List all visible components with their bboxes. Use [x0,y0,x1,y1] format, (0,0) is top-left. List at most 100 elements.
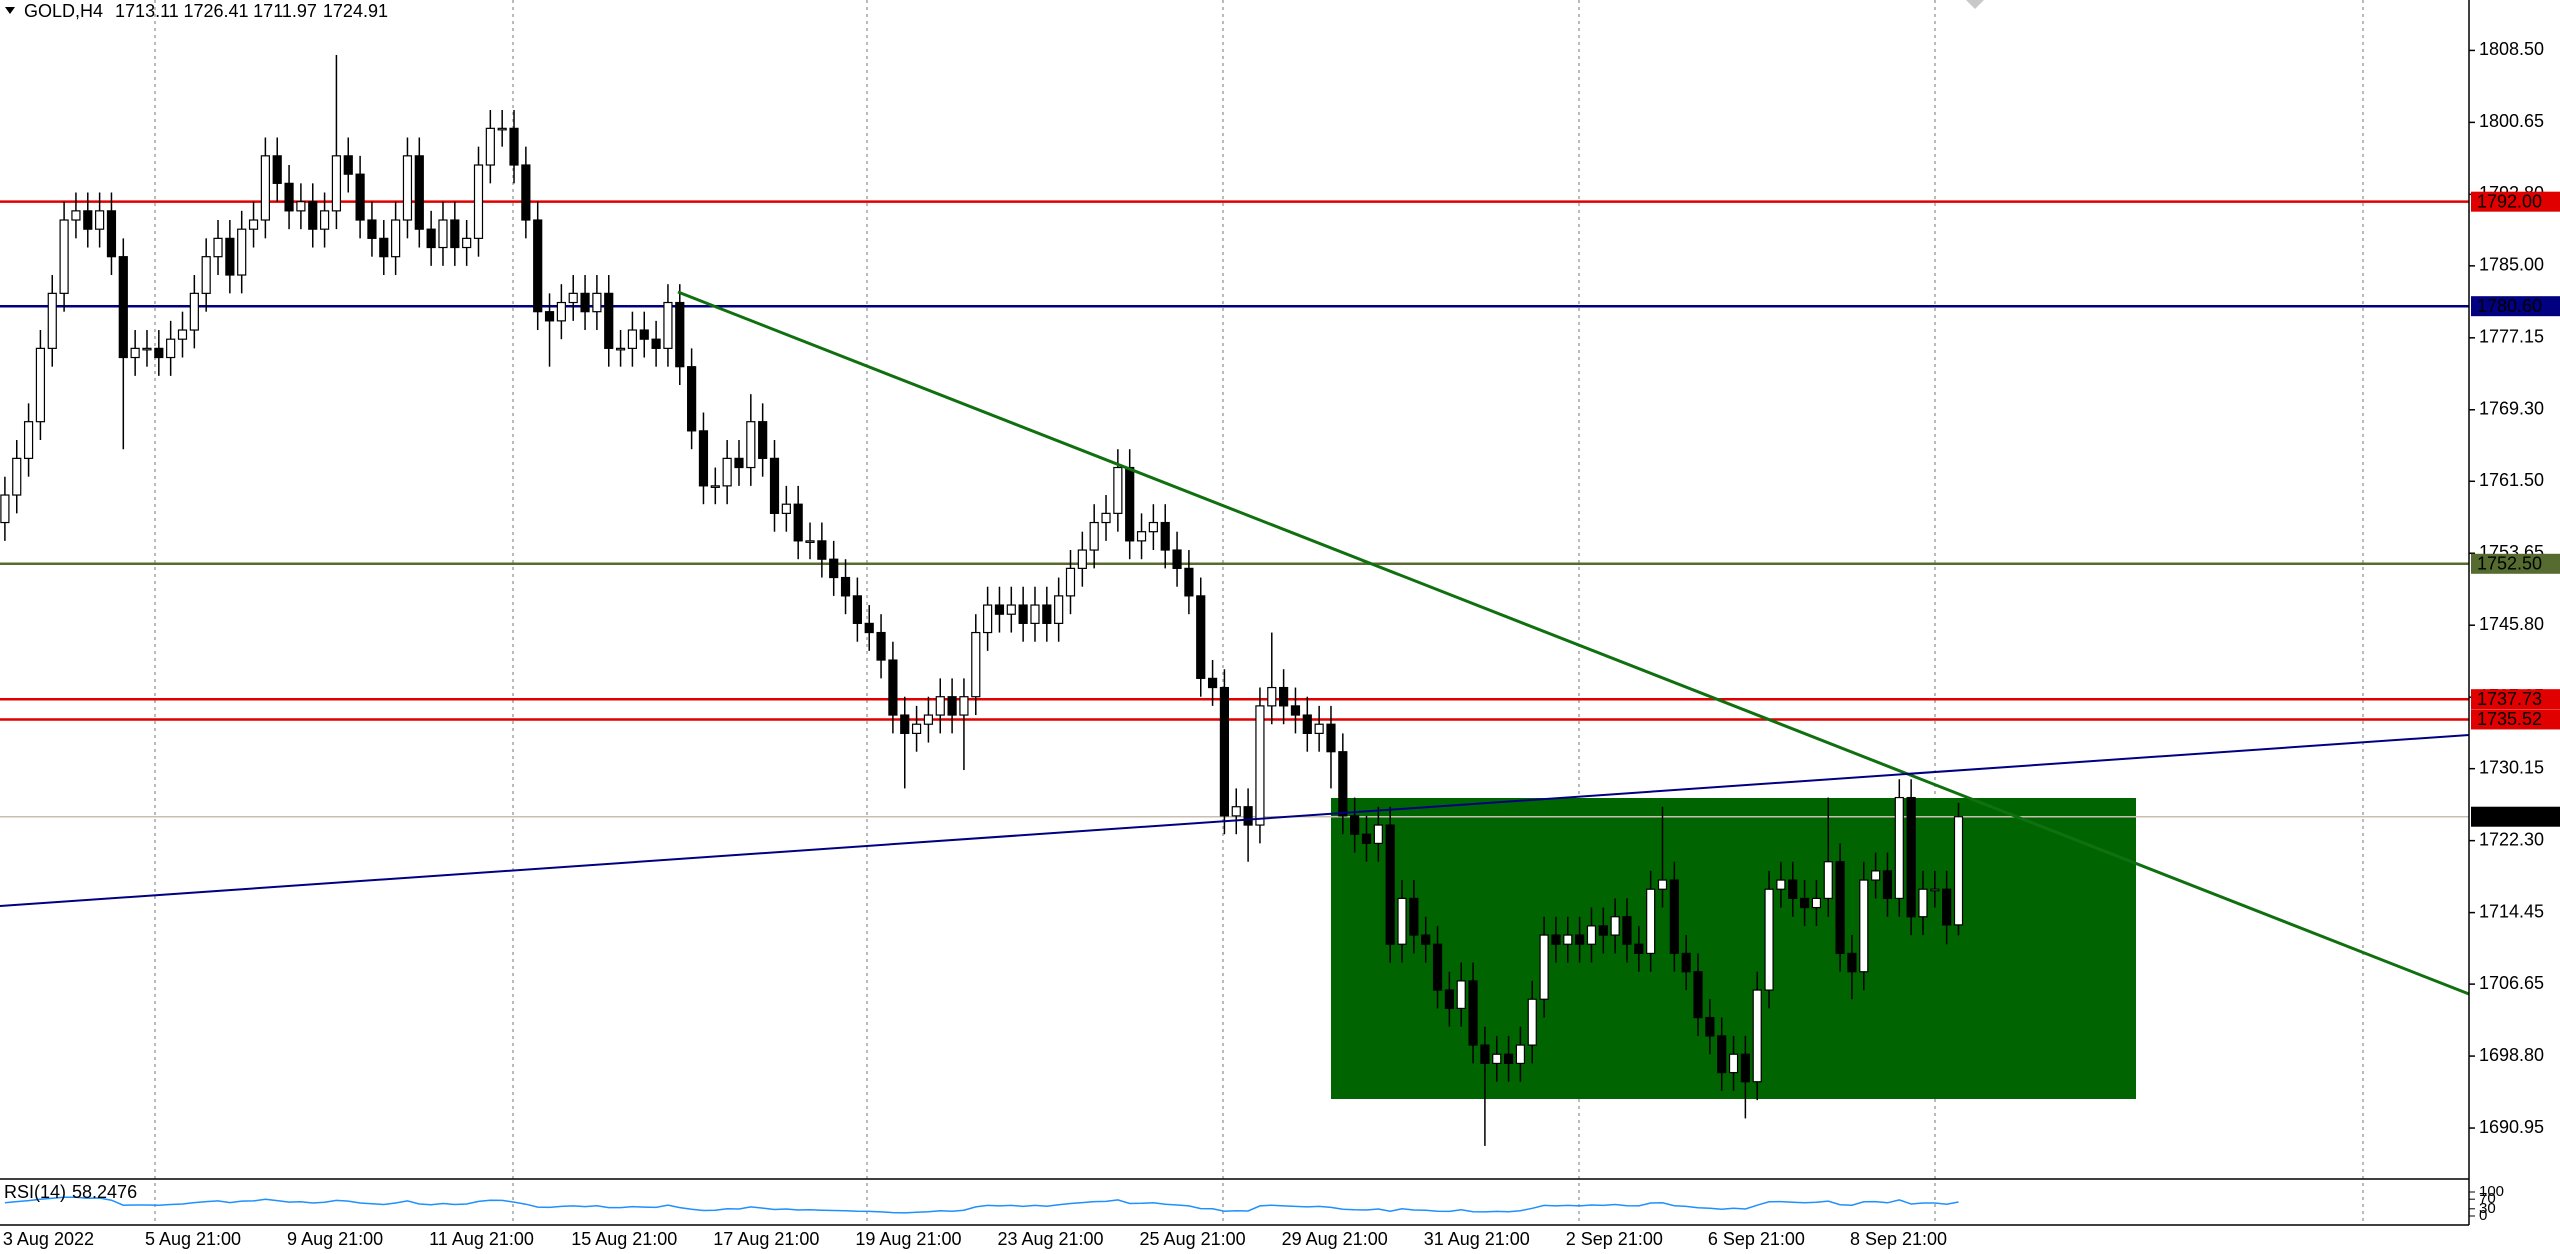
candle-body [1930,888,1940,892]
candle-body [391,219,401,258]
candle-body [1160,521,1170,551]
candle-body [1338,751,1348,817]
candle-body [1610,916,1620,936]
candle-body [367,219,377,239]
candle-body [414,155,424,230]
candle-body [935,696,945,716]
candle-body [1243,806,1253,826]
candle-body [308,201,318,230]
x-tick-label: 19 Aug 21:00 [855,1229,961,1249]
x-tick-label: 31 Aug 21:00 [1424,1229,1530,1249]
x-tick-label: 15 Aug 21:00 [571,1229,677,1249]
y-tick-label: 1690.95 [2479,1117,2544,1137]
candle-body [1942,888,1952,926]
candle-body [1421,934,1431,945]
y-tick-label: 1730.15 [2479,757,2544,777]
candle-body [1231,806,1241,817]
candle-body [1456,980,1466,1010]
candle-body [1361,833,1372,844]
symbol: GOLD,H4 [24,1,103,21]
candle-body [1669,879,1679,955]
candle-body [1255,705,1265,826]
rsi-tick-label: 30 [2479,1200,2496,1217]
candle-body [118,256,128,359]
candle-body [426,228,436,249]
candle-body [1776,879,1786,890]
trendline-down [677,290,2470,996]
candle-body [201,256,211,294]
x-tick-label: 5 Aug 21:00 [145,1229,241,1249]
candle-body [1717,1035,1727,1074]
candle-body [687,366,697,432]
candle-body [544,311,555,322]
candle-body [1042,604,1052,624]
candle-body [272,155,282,184]
candle-body [47,292,57,349]
price-label-bg [2471,806,2560,827]
candle-body [1030,604,1040,624]
candle-body [1859,879,1869,973]
candle-body [1575,934,1585,945]
candle-body [1148,521,1158,533]
y-tick-label: 1777.15 [2479,327,2544,347]
candle-body [509,127,519,166]
chart-header: GOLD,H4 1713.11 1726.41 1711.97 1724.91 [24,1,388,21]
candle-body [1136,531,1147,542]
x-tick-label: 8 Sep 21:00 [1850,1229,1947,1249]
candle-body [1006,604,1016,615]
candle-body [106,210,117,258]
candle-body [71,210,81,221]
candle-body [0,494,10,524]
candle-body [1385,824,1395,945]
candle-body [1681,952,1691,973]
candle-body [698,430,709,487]
candle-body [615,347,626,351]
rsi-value: 58.2476 [72,1182,137,1202]
candle-body [1054,595,1064,624]
marker [1966,0,1984,9]
y-tick-label: 1745.80 [2479,614,2544,634]
candle-body [1492,1053,1502,1065]
candle-body [1196,595,1206,679]
candle-body [568,292,578,304]
y-tick-label: 1706.65 [2479,973,2544,993]
candle-body [817,540,827,560]
candle-body [1515,1044,1526,1065]
candle-body [1444,989,1454,1010]
candle-body [1279,686,1289,707]
candle-body [1373,824,1383,844]
candle-body [1326,723,1336,753]
rsi-line [4,1196,1959,1214]
candle-body [1539,934,1549,1000]
candle-body [1089,521,1099,551]
level-label-bg [2471,296,2560,317]
candle-body [1586,925,1597,945]
candle-body [1125,466,1135,542]
candle-body [604,292,614,349]
candle-body [1065,567,1076,597]
candle-body [1634,943,1644,955]
candle-body [1350,815,1360,835]
y-tick-label: 1714.45 [2479,901,2544,921]
candle-body [1432,943,1443,991]
candle-body [580,292,590,313]
candle-body [83,210,93,230]
candle-body [1918,888,1928,918]
level-label: 1792.00 [2477,191,2542,211]
candle-body [829,558,839,579]
x-tick-label: 2 Sep 21:00 [1566,1229,1663,1249]
candle-body [852,595,862,624]
candle-body [1894,796,1904,899]
y-tick-label: 1800.65 [2479,111,2544,131]
candle-body [556,301,566,322]
candle-body [651,338,661,349]
candle-body [1207,677,1218,689]
candle-body [521,164,531,221]
x-tick-label: 3 Aug 2022 [3,1229,94,1249]
x-tick-label: 23 Aug 21:00 [997,1229,1103,1249]
candle-body [1077,549,1087,569]
candle-body [592,292,602,313]
candle-body [722,457,732,487]
